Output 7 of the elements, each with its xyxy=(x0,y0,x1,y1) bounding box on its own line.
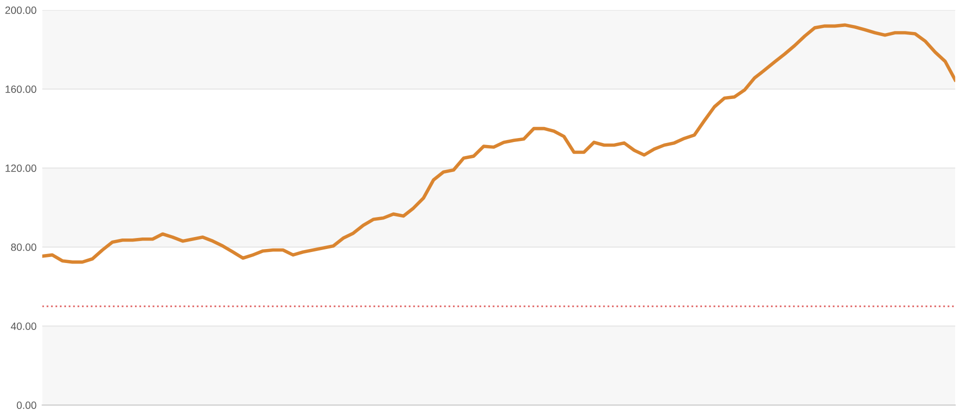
y-tick-label: 120.00 xyxy=(6,164,36,172)
y-tick-label: 0.00 xyxy=(16,402,36,409)
y-tick-label: 200.00 xyxy=(5,6,36,14)
y-tick-label: 40.00 xyxy=(10,322,36,330)
y-tick-label: 80.00 xyxy=(11,244,36,251)
line-series xyxy=(42,23,956,264)
y-tick-label: 160.00 xyxy=(6,86,36,93)
